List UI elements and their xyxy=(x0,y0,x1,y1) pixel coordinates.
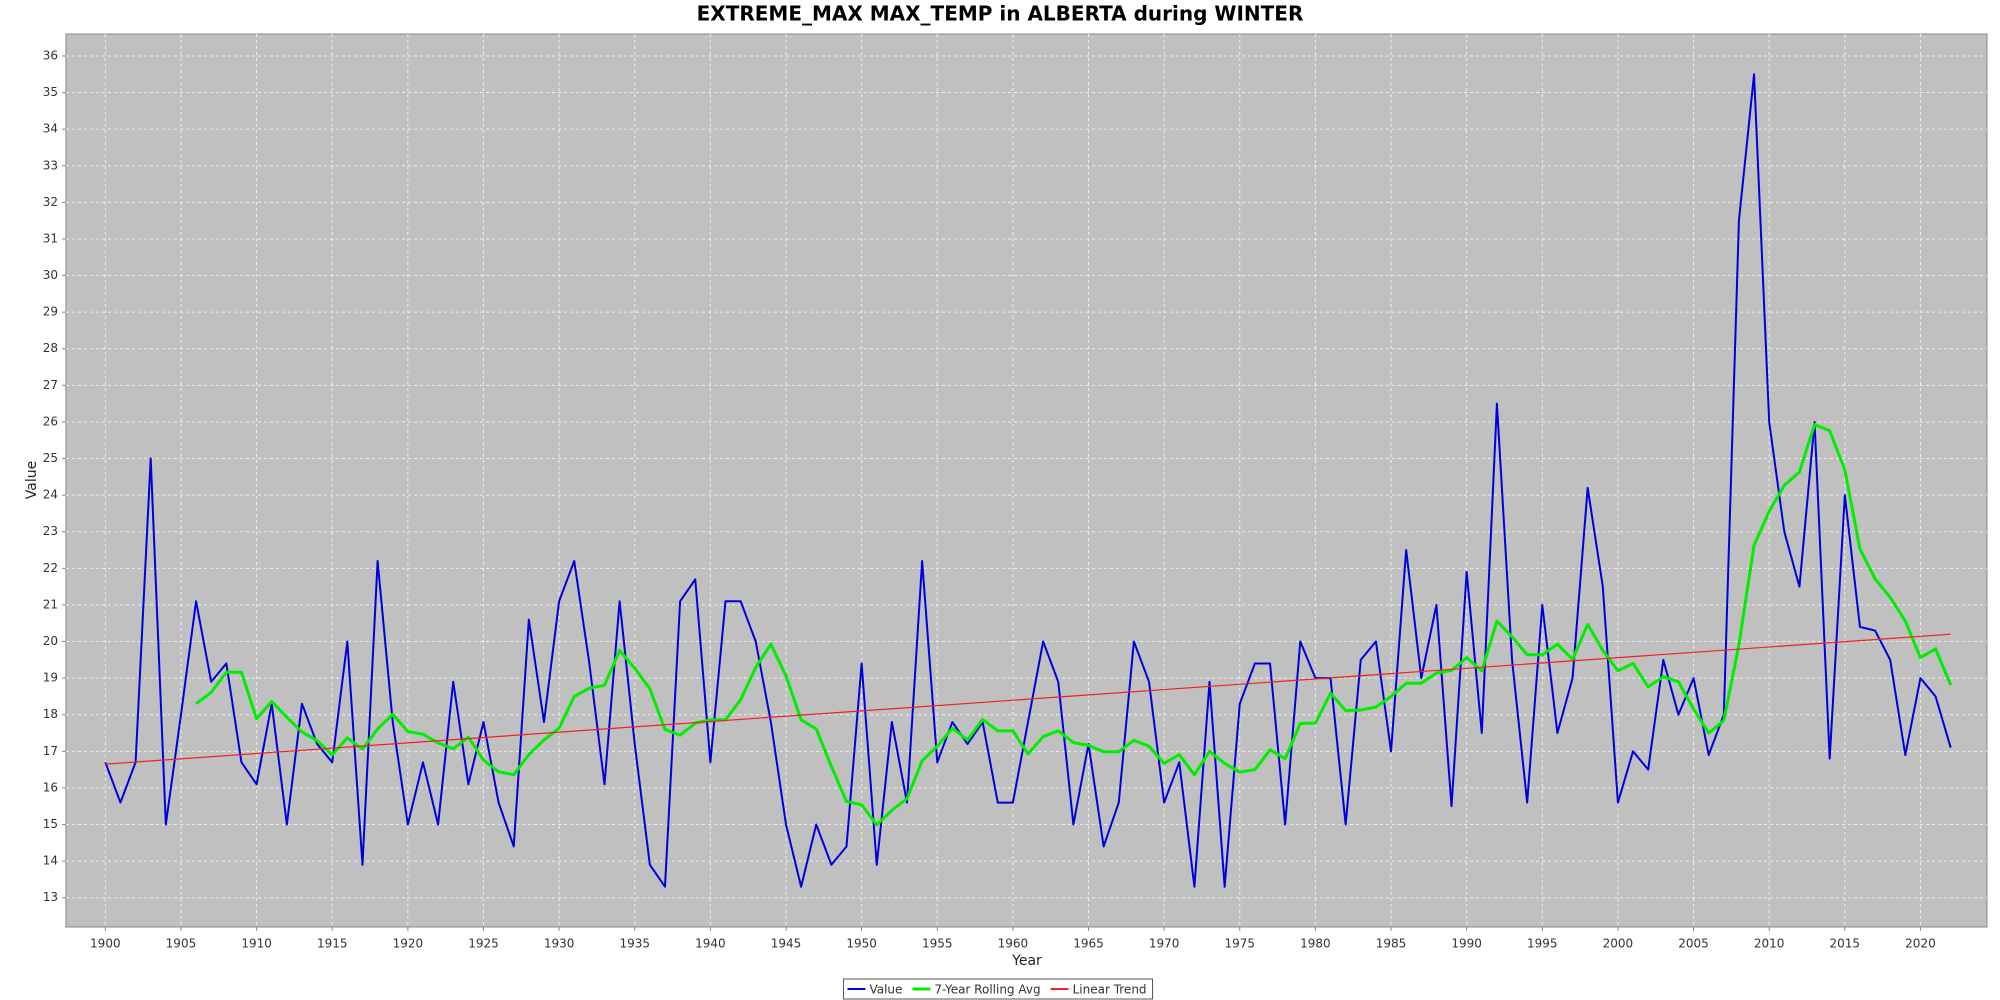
y-tick-label: 18 xyxy=(43,707,58,721)
x-tick-label: 1915 xyxy=(317,937,348,951)
plot-area xyxy=(65,33,1988,928)
y-tick-label: 30 xyxy=(43,268,58,282)
x-tick-label: 1975 xyxy=(1225,937,1256,951)
series-line xyxy=(195,423,1953,827)
chart-title: EXTREME_MAX MAX_TEMP in ALBERTA during W… xyxy=(697,2,1304,26)
y-tick-label: 25 xyxy=(43,451,58,465)
x-tick-label: 1980 xyxy=(1300,937,1331,951)
x-tick-label: 1935 xyxy=(619,937,650,951)
y-tick-label: 36 xyxy=(43,48,58,62)
y-tick-label: 35 xyxy=(43,85,58,99)
x-tick-label: 1910 xyxy=(241,937,272,951)
y-tick-label: 34 xyxy=(43,122,58,136)
x-tick-label: 2020 xyxy=(1905,937,1936,951)
legend-box xyxy=(842,978,1154,1000)
y-tick-label: 22 xyxy=(43,561,58,575)
x-tick-label: 1965 xyxy=(1073,937,1104,951)
series-line xyxy=(104,73,1952,888)
y-tick-label: 31 xyxy=(43,231,58,245)
x-tick-label: 1940 xyxy=(695,937,726,951)
y-tick-label: 27 xyxy=(43,378,58,392)
y-tick-label: 17 xyxy=(43,744,58,758)
x-tick-label: 1960 xyxy=(998,937,1029,951)
x-tick-label: 1990 xyxy=(1451,937,1482,951)
x-tick-label: 1985 xyxy=(1376,937,1407,951)
y-tick-label: 14 xyxy=(43,854,58,868)
x-tick-label: 2000 xyxy=(1603,937,1634,951)
x-tick-label: 1920 xyxy=(393,937,424,951)
y-tick-label: 33 xyxy=(43,158,58,172)
x-axis-label: Year xyxy=(1011,953,1042,969)
x-tick-label: 1995 xyxy=(1527,937,1558,951)
x-tick-label: 1955 xyxy=(922,937,953,951)
x-tick-label: 1930 xyxy=(544,937,575,951)
x-tick-label: 1905 xyxy=(166,937,197,951)
x-tick-label: 1970 xyxy=(1149,937,1180,951)
x-tick-label: 1945 xyxy=(771,937,802,951)
y-tick-label: 21 xyxy=(43,597,58,611)
y-tick-label: 24 xyxy=(43,488,58,502)
legend: Value 7-Year Rolling Avg Linear Trend xyxy=(842,978,1154,1000)
x-tick-label: 1900 xyxy=(90,937,121,951)
x-tick-label: 2015 xyxy=(1830,937,1861,951)
y-tick-label: 19 xyxy=(43,671,58,685)
x-tick-label: 2005 xyxy=(1678,937,1709,951)
x-tick-label: 2010 xyxy=(1754,937,1785,951)
x-tick-label: 1950 xyxy=(846,937,877,951)
y-tick-label: 20 xyxy=(43,634,58,648)
y-axis-label: Value xyxy=(24,461,40,499)
y-tick-label: 29 xyxy=(43,305,58,319)
legend-label: Value xyxy=(869,983,902,997)
y-tick-label: 13 xyxy=(43,890,58,904)
series-line xyxy=(105,633,1951,765)
y-tick-label: 28 xyxy=(43,341,58,355)
y-tick-label: 16 xyxy=(43,780,58,794)
legend-label: 7-Year Rolling Avg xyxy=(934,983,1040,997)
y-tick-label: 23 xyxy=(43,524,58,538)
y-tick-label: 26 xyxy=(43,414,58,428)
y-tick-label: 32 xyxy=(43,195,58,209)
y-tick-label: 15 xyxy=(43,817,58,831)
legend-label: Linear Trend xyxy=(1073,983,1147,997)
x-tick-label: 1925 xyxy=(468,937,499,951)
